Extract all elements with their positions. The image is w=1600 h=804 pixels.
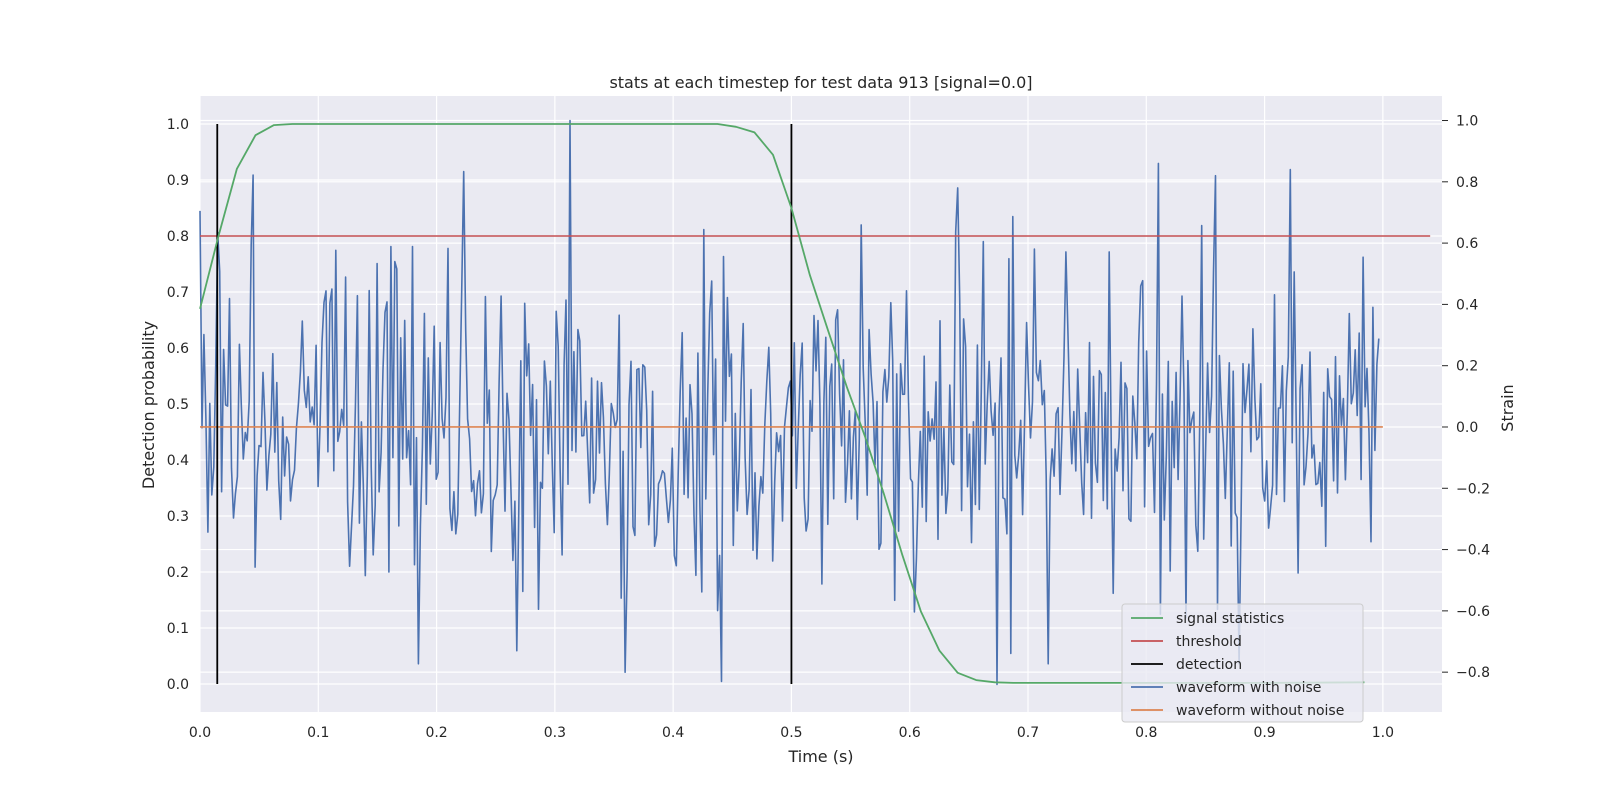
x-tick-label: 0.8: [1135, 725, 1157, 741]
series-waveform-with-noise: [199, 119, 1380, 686]
x-tick-label: 0.2: [425, 725, 447, 741]
legend-label: waveform with noise: [1176, 680, 1321, 696]
y-tick-label: 0.5: [167, 397, 189, 413]
y-tick-label: 1.0: [167, 117, 189, 133]
legend-box: [1121, 603, 1364, 723]
right-tick-label: 0.4: [1456, 297, 1478, 313]
legend-label: waveform without noise: [1176, 703, 1344, 719]
y-tick-label: 0.6: [167, 341, 189, 357]
y-tick-label: 0.7: [167, 285, 189, 301]
x-tick-label: 0.1: [307, 725, 329, 741]
chart-title: stats at each timestep for test data 913…: [609, 73, 1032, 92]
right-tick-label: 0.0: [1456, 420, 1478, 436]
x-tick-label: 0.9: [1253, 725, 1275, 741]
legend-label: detection: [1176, 657, 1242, 673]
x-axis-ticks: 0.0 0.1 0.2 0.3 0.4 0.5 0.6 0.7 0.8 0.9 1.0: [189, 725, 1394, 741]
y-tick-label: 0.9: [167, 173, 189, 189]
right-tick-label: −0.4: [1456, 543, 1490, 559]
legend-label: signal statistics: [1176, 611, 1284, 627]
x-tick-label: 1.0: [1372, 725, 1394, 741]
right-tick-label: 0.8: [1456, 175, 1478, 191]
x-tick-label: 0.3: [544, 725, 566, 741]
y-tick-label: 0.3: [167, 509, 189, 525]
x-tick-label: 0.0: [189, 725, 211, 741]
right-tick-label: −0.8: [1456, 665, 1490, 681]
y-tick-label: 0.1: [167, 621, 189, 637]
y-axis-ticks: 0.0 0.1 0.2 0.3 0.4 0.5 0.6 0.7 0.8 0.9 1.0: [167, 117, 189, 693]
legend: signal statistics threshold detection wavef…: [1121, 603, 1364, 723]
right-tick-label: 0.6: [1456, 236, 1478, 252]
right-tick-label: 0.2: [1456, 359, 1478, 375]
x-tick-label: 0.7: [1017, 725, 1039, 741]
y-tick-label: 0.0: [167, 677, 189, 693]
series-layer: [199, 119, 1431, 686]
legend-items: signal statistics threshold detection wavef…: [1131, 611, 1344, 719]
y-tick-label: 0.4: [167, 453, 189, 469]
series-signal-statistics: [199, 123, 1365, 684]
right-tick-label: 1.0: [1456, 114, 1478, 130]
right-tick-label: −0.2: [1456, 481, 1490, 497]
right-axis-ticks: −0.8 −0.6 −0.4 −0.2 0.0 0.2 0.4 0.6 0.8 1.0: [1442, 114, 1490, 681]
right-axis-label: Strain: [1498, 384, 1517, 431]
x-tick-label: 0.5: [780, 725, 802, 741]
x-tick-label: 0.4: [662, 725, 684, 741]
legend-label: threshold: [1176, 634, 1242, 650]
x-tick-label: 0.6: [899, 725, 921, 741]
right-tick-label: −0.6: [1456, 604, 1490, 620]
y-tick-label: 0.8: [167, 229, 189, 245]
x-axis-label: Time (s): [787, 747, 853, 766]
y-axis-label: Detection probability: [139, 321, 158, 489]
y-tick-label: 0.2: [167, 565, 189, 581]
